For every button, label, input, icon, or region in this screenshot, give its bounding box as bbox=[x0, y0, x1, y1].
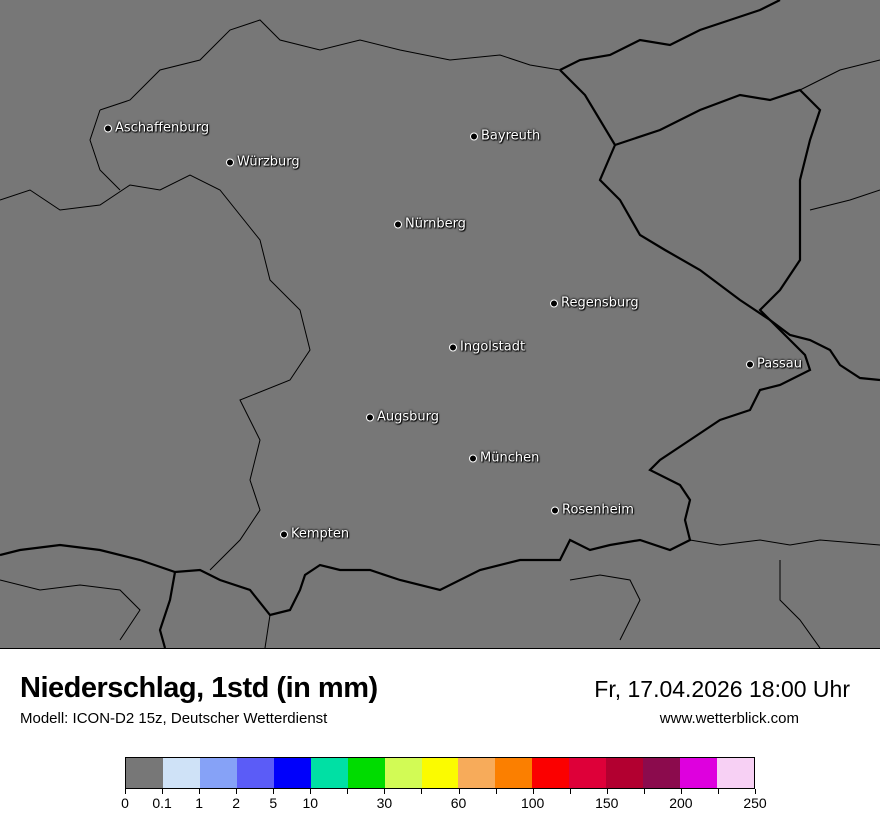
city-marker: Regensburg bbox=[550, 296, 639, 311]
legend-color-box bbox=[126, 758, 163, 788]
city-dot-icon bbox=[394, 220, 402, 228]
city-dot-icon bbox=[746, 360, 754, 368]
legend-tick bbox=[681, 789, 682, 794]
legend-tick-label: 60 bbox=[450, 795, 467, 811]
legend-color-box bbox=[199, 758, 237, 788]
legend-tick-label: 2 bbox=[232, 795, 241, 811]
city-marker: Würzburg bbox=[226, 155, 300, 170]
map-title: Niederschlag, 1std (in mm) bbox=[20, 672, 378, 704]
country-borders bbox=[0, 0, 880, 648]
legend-tick bbox=[570, 789, 571, 794]
legend-tick bbox=[347, 789, 348, 794]
legend-color-box bbox=[532, 758, 570, 788]
city-label: Passau bbox=[757, 356, 802, 372]
city-dot-icon bbox=[469, 454, 477, 462]
city-marker: München bbox=[469, 451, 539, 466]
city-marker: Augsburg bbox=[366, 410, 439, 425]
color-legend bbox=[125, 757, 755, 789]
city-marker: Ingolstadt bbox=[449, 340, 525, 355]
city-label: Nürnberg bbox=[405, 216, 466, 232]
legend-tick bbox=[533, 789, 534, 794]
city-label: Ingolstadt bbox=[460, 339, 526, 355]
city-marker: Bayreuth bbox=[470, 129, 540, 144]
legend-tick bbox=[644, 789, 645, 794]
legend-tick bbox=[273, 789, 274, 794]
city-marker: Passau bbox=[746, 357, 802, 372]
legend-tick bbox=[162, 789, 163, 794]
city-marker: Nürnberg bbox=[394, 217, 466, 232]
city-dot-icon bbox=[551, 506, 559, 514]
city-dot-icon bbox=[449, 343, 457, 351]
legend-tick bbox=[459, 789, 460, 794]
legend-tick-label: 0 bbox=[121, 795, 129, 811]
city-label: Regensburg bbox=[561, 295, 639, 311]
legend-tick-label: 100 bbox=[520, 795, 545, 811]
legend-tick bbox=[310, 789, 311, 794]
legend-color-box bbox=[458, 758, 496, 788]
city-dot-icon bbox=[226, 158, 234, 166]
legend-color-box bbox=[606, 758, 644, 788]
legend-color-box bbox=[569, 758, 607, 788]
legend-tick bbox=[199, 789, 200, 794]
city-label: Kempten bbox=[291, 526, 350, 542]
border-lines bbox=[0, 0, 880, 648]
legend-tick bbox=[384, 789, 385, 794]
legend-tick-label: 250 bbox=[743, 795, 767, 811]
legend-color-box bbox=[384, 758, 422, 788]
city-marker: Rosenheim bbox=[551, 503, 634, 518]
city-label: Aschaffenburg bbox=[115, 120, 210, 136]
city-dot-icon bbox=[470, 132, 478, 140]
legend-tick-label: 5 bbox=[269, 795, 278, 811]
legend-tick bbox=[755, 789, 756, 794]
legend-color-box bbox=[680, 758, 717, 788]
legend-tick bbox=[421, 789, 422, 794]
city-label: Rosenheim bbox=[562, 502, 634, 518]
legend-tick-label: 150 bbox=[595, 795, 619, 811]
legend-color-box bbox=[236, 758, 274, 788]
legend-tick-label: 10 bbox=[302, 795, 319, 811]
legend-tick-label: 200 bbox=[669, 795, 693, 811]
legend-tick-label: 1 bbox=[195, 795, 204, 811]
city-marker: Kempten bbox=[280, 527, 349, 542]
precipitation-map: Aschaffenburg Würzburg Bayreuth Nürnberg Reg… bbox=[0, 0, 880, 649]
legend-color-box bbox=[347, 758, 385, 788]
website-link[interactable]: www.wetterblick.com bbox=[659, 710, 799, 727]
legend-color-box bbox=[162, 758, 200, 788]
legend-tick bbox=[718, 789, 719, 794]
city-dot-icon bbox=[550, 299, 558, 307]
city-label: Augsburg bbox=[377, 409, 440, 425]
city-marker: Aschaffenburg bbox=[104, 121, 209, 136]
model-source: Modell: ICON-D2 15z, Deutscher Wetterdie… bbox=[20, 710, 328, 727]
city-dot-icon bbox=[366, 413, 374, 421]
legend-color-box bbox=[273, 758, 311, 788]
legend-color-box bbox=[421, 758, 459, 788]
city-label: Würzburg bbox=[237, 154, 300, 170]
city-dot-icon bbox=[280, 530, 288, 538]
city-label: München bbox=[480, 450, 540, 466]
legend-tick bbox=[607, 789, 608, 794]
city-label: Bayreuth bbox=[481, 128, 541, 144]
state-borders bbox=[0, 19, 880, 648]
legend-color-box bbox=[495, 758, 533, 788]
legend-tick bbox=[125, 789, 126, 794]
forecast-datetime: Fr, 17.04.2026 18:00 Uhr bbox=[594, 676, 850, 702]
legend-tick-label: 30 bbox=[376, 795, 393, 811]
legend-tick-label: 0.1 bbox=[152, 795, 172, 811]
legend-tick bbox=[236, 789, 237, 794]
legend-color-box bbox=[310, 758, 348, 788]
legend-color-box bbox=[643, 758, 681, 788]
city-dot-icon bbox=[104, 124, 112, 132]
legend-tick bbox=[496, 789, 497, 794]
legend-color-box bbox=[717, 758, 754, 788]
